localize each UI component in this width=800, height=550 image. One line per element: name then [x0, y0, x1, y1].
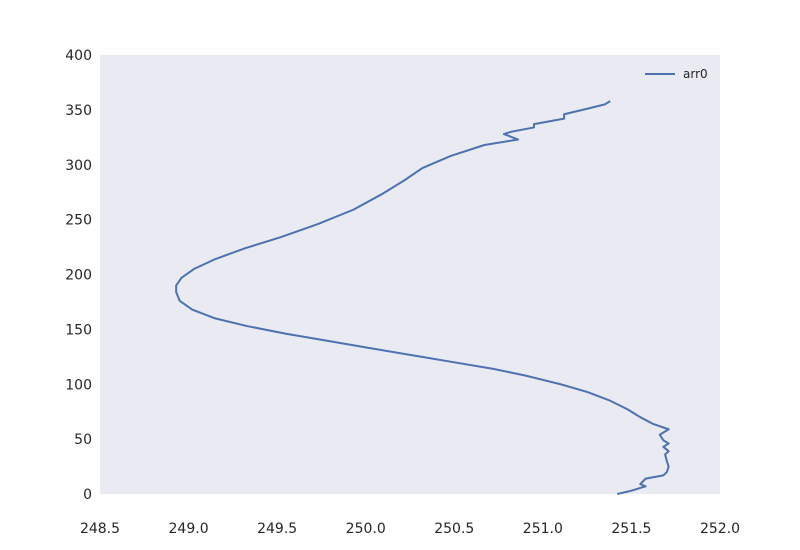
y-tick-label: 300	[65, 158, 92, 174]
x-tick-label: 250.0	[346, 521, 386, 537]
y-tick-label: 50	[74, 432, 92, 448]
plot-area	[100, 55, 720, 494]
x-tick-label: 250.5	[434, 521, 474, 537]
x-tick-label: 248.5	[80, 521, 120, 537]
x-tick-label: 249.5	[257, 521, 297, 537]
y-tick-label: 100	[65, 377, 92, 393]
y-tick-label: 0	[83, 487, 92, 503]
legend-label: arr0	[683, 67, 708, 81]
x-tick-label: 251.0	[523, 521, 563, 537]
y-tick-label: 200	[65, 268, 92, 284]
x-tick-label: 252.0	[700, 521, 740, 537]
y-tick-label: 350	[65, 103, 92, 119]
series-group	[175, 100, 670, 495]
legend: arr0	[645, 67, 708, 81]
series-line-arr0	[175, 100, 670, 495]
x-tick-label: 249.0	[169, 521, 209, 537]
x-axis-ticks: 248.5 249.0 249.5 250.0 250.5 251.0 251.5 252.0	[80, 521, 740, 537]
y-tick-label: 250	[65, 213, 92, 229]
y-tick-label: 150	[65, 322, 92, 338]
y-tick-label: 400	[65, 48, 92, 64]
y-axis-ticks: 0 50 100 150 200 250 300 350 400	[65, 48, 92, 503]
x-tick-label: 251.5	[611, 521, 651, 537]
